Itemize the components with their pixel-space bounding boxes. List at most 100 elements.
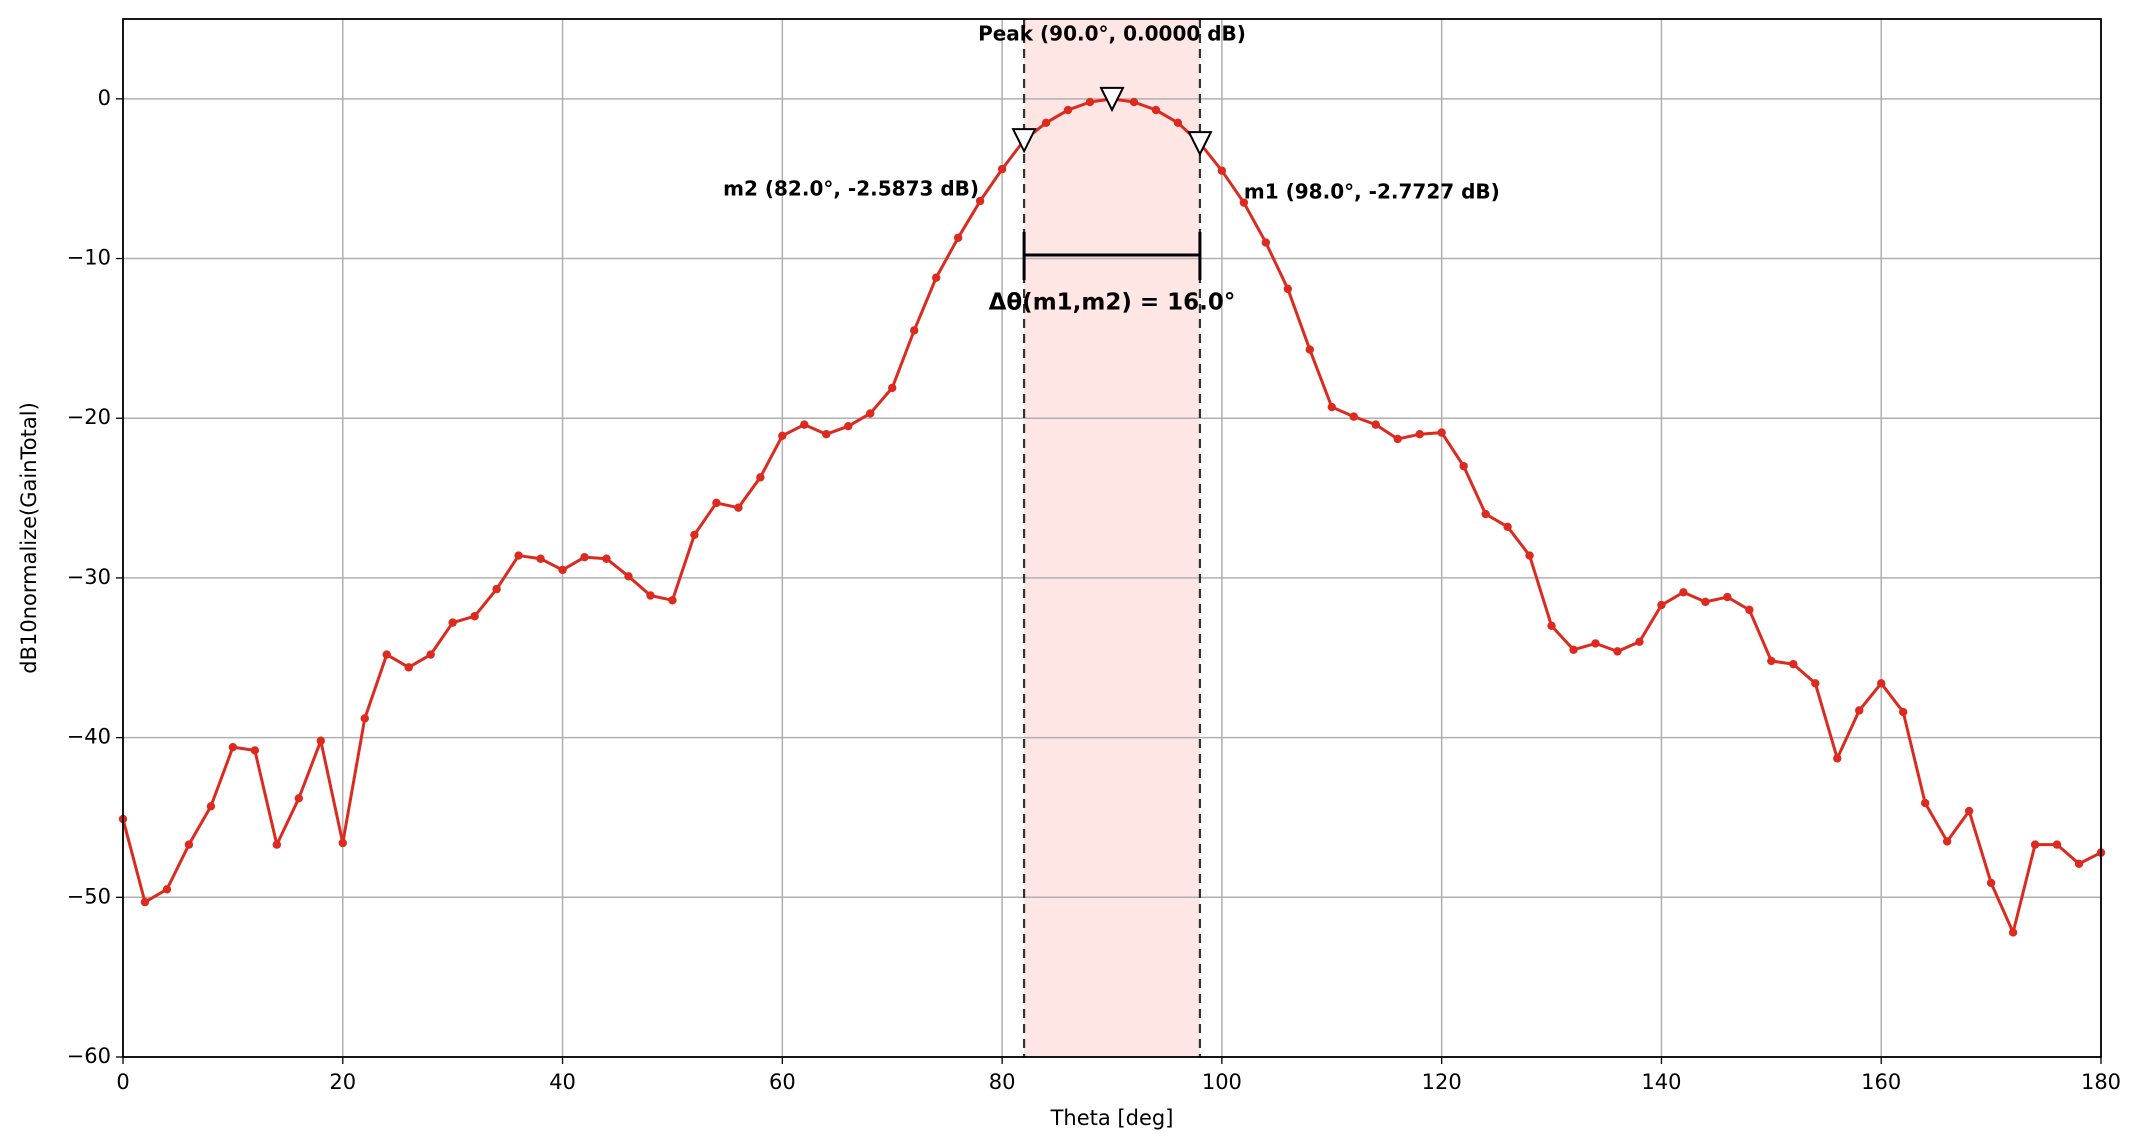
data-point xyxy=(1217,166,1227,175)
data-point xyxy=(580,552,589,562)
data-point xyxy=(228,742,238,752)
data-point xyxy=(1239,198,1249,207)
data-point xyxy=(602,554,611,563)
data-point xyxy=(953,233,963,242)
data-point xyxy=(1569,645,1578,654)
marker xyxy=(1099,86,1125,113)
data-point xyxy=(997,164,1007,174)
data-point xyxy=(250,746,260,755)
data-point xyxy=(1151,105,1161,115)
data-point xyxy=(360,714,369,723)
data-point xyxy=(910,326,919,335)
marker-band xyxy=(1024,19,1200,1057)
delta-label: Δθ(m1,m2) = 16.0° xyxy=(989,290,1236,316)
x-tick-label: 20 xyxy=(329,1070,356,1094)
data-point xyxy=(975,196,985,206)
data-point xyxy=(1613,647,1622,656)
data-point xyxy=(1833,754,1842,763)
data-point xyxy=(1701,597,1710,607)
y-axis-label: dB10normalize(GainTotal) xyxy=(17,402,41,674)
data-point xyxy=(712,498,721,508)
data-point xyxy=(1393,434,1402,444)
data-point xyxy=(866,409,875,418)
data-point xyxy=(1525,551,1534,560)
y-tick-label: −10 xyxy=(67,246,111,270)
data-point xyxy=(1591,639,1600,648)
data-point xyxy=(448,618,457,627)
data-point xyxy=(1635,637,1644,646)
data-point xyxy=(844,422,853,431)
data-point xyxy=(514,551,523,560)
x-tick-label: 180 xyxy=(2081,1070,2121,1094)
data-point xyxy=(1547,621,1556,631)
data-point xyxy=(1723,592,1732,602)
data-point xyxy=(1041,118,1051,128)
data-point xyxy=(316,736,325,746)
y-tick-label: −60 xyxy=(67,1044,111,1068)
data-point xyxy=(294,794,304,803)
data-point xyxy=(1964,806,1974,816)
data-point xyxy=(1261,238,1271,247)
data-point xyxy=(734,503,743,512)
x-tick-label: 160 xyxy=(1861,1070,1901,1094)
x-tick-label: 60 xyxy=(769,1070,796,1094)
data-point xyxy=(822,430,831,439)
data-point xyxy=(140,897,150,907)
data-point xyxy=(1503,522,1512,532)
data-point xyxy=(931,273,941,282)
data-point xyxy=(756,473,765,482)
data-point xyxy=(558,565,567,575)
x-tick-label: 0 xyxy=(116,1070,129,1094)
x-tick-label: 100 xyxy=(1202,1070,1242,1094)
data-point xyxy=(2030,840,2040,849)
marker xyxy=(1011,128,1037,154)
data-point xyxy=(1986,878,1996,888)
data-point xyxy=(1745,605,1754,615)
data-point xyxy=(1679,588,1688,597)
marker xyxy=(1187,131,1213,157)
data-point xyxy=(470,612,479,621)
data-point xyxy=(206,802,216,811)
data-point xyxy=(668,596,677,605)
data-point xyxy=(800,420,809,429)
y-tick-label: −20 xyxy=(67,405,111,429)
data-point xyxy=(492,584,501,594)
data-point xyxy=(690,530,699,540)
marker-label: m1 (98.0°, -2.7727 dB) xyxy=(1244,180,1500,204)
data-point xyxy=(184,840,194,849)
data-point xyxy=(338,838,347,848)
data-point xyxy=(1085,97,1095,107)
data-point xyxy=(2074,859,2084,868)
data-point xyxy=(1855,706,1864,715)
data-point xyxy=(1481,509,1490,519)
data-point xyxy=(624,572,633,581)
data-point xyxy=(426,650,435,659)
data-point xyxy=(382,650,391,659)
y-tick-label: −30 xyxy=(67,565,111,589)
y-tick-label: −50 xyxy=(67,884,111,908)
plot-frame xyxy=(122,18,2102,1058)
data-point xyxy=(1789,659,1798,669)
x-axis-label: Theta [deg] xyxy=(1050,1106,1174,1130)
y-tick-label: 0 xyxy=(98,86,111,110)
x-tick-label: 80 xyxy=(989,1070,1016,1094)
x-tick-label: 140 xyxy=(1641,1070,1681,1094)
data-point xyxy=(1437,428,1446,437)
data-point xyxy=(1349,412,1358,421)
data-point xyxy=(162,885,172,894)
data-point xyxy=(888,383,897,393)
marker-label: m2 (82.0°, -2.5873 dB) xyxy=(723,177,979,201)
data-point xyxy=(646,591,655,600)
data-point xyxy=(1063,105,1073,115)
data-point xyxy=(1811,679,1820,688)
data-point xyxy=(1173,118,1183,128)
data-point xyxy=(1877,679,1886,688)
data-point xyxy=(1920,798,1930,808)
marker-label: Peak (90.0°, 0.0000 dB) xyxy=(978,22,1246,46)
data-point xyxy=(1371,420,1380,429)
x-tick-label: 40 xyxy=(549,1070,576,1094)
data-point xyxy=(1327,402,1336,412)
data-point xyxy=(1129,97,1139,107)
x-tick-label: 120 xyxy=(1422,1070,1462,1094)
